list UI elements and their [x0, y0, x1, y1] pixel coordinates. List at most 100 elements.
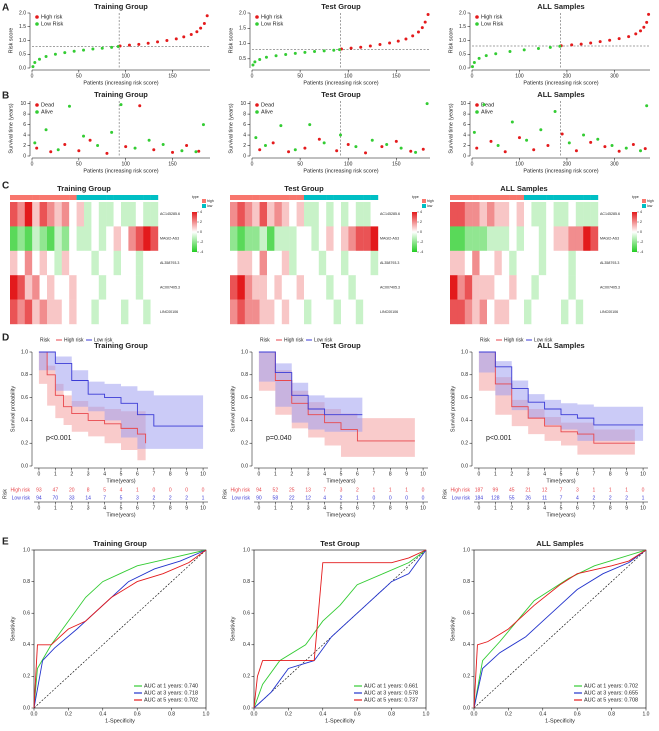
x-tick-label: 0.0: [31, 711, 38, 717]
survival-curve: [38, 351, 204, 427]
point: [470, 65, 474, 69]
point: [258, 57, 262, 61]
heat-cell: [464, 275, 473, 300]
point: [317, 137, 321, 141]
heat-cell: [289, 299, 297, 325]
y-tick-label: 0.0: [19, 65, 26, 71]
y-tick-label: 1.5: [19, 24, 26, 30]
y-tick-label: 4: [243, 132, 246, 138]
heat-cell: [590, 250, 599, 276]
heat-cell: [363, 202, 371, 227]
point: [287, 150, 291, 154]
roc-curve: [473, 549, 647, 709]
x-tick-label: 1.0: [203, 711, 210, 717]
heat-cell: [121, 202, 129, 227]
x-tick-label: 50: [76, 161, 82, 167]
heat-cell: [479, 226, 488, 251]
heat-cell: [363, 275, 371, 300]
y-axis-label: Survival time (years): [8, 103, 14, 153]
heat-cell: [244, 299, 253, 325]
point: [322, 49, 326, 53]
heat-cell: [69, 299, 77, 325]
legend-label: Alive: [41, 109, 53, 115]
heat-cell: [10, 299, 18, 325]
table-x-tick-label: 9: [625, 505, 628, 511]
type-cell: [289, 195, 297, 200]
table-x-tick-label: 3: [307, 505, 310, 511]
heat-cell: [296, 299, 305, 325]
type-cell: [91, 195, 99, 200]
heat-cell: [590, 226, 599, 251]
point: [404, 37, 408, 41]
legend-swatch: [422, 204, 426, 208]
heat-cell: [333, 299, 342, 325]
heat-cell: [370, 202, 379, 227]
type-cell: [113, 195, 122, 200]
heat-cell: [274, 202, 282, 227]
y-axis-label: Survival probability: [10, 386, 16, 432]
x-tick-label: 0.4: [99, 711, 106, 717]
x-tick-label: 0.0: [251, 711, 258, 717]
y-tick-label: 1.5: [459, 24, 466, 30]
heat-cell: [326, 275, 334, 300]
table-cell: 2: [169, 495, 172, 501]
heat-cell: [135, 250, 144, 276]
table-row-label: Low risk: [232, 495, 251, 501]
roc-curve: [33, 549, 207, 709]
heat-cell: [121, 275, 129, 300]
legend-swatch: [642, 199, 646, 203]
heat-cell: [450, 299, 458, 325]
point: [378, 42, 382, 46]
table-cell: 93: [36, 487, 42, 493]
legend-label: AUC at 1 years: 0.740: [144, 683, 198, 689]
heat-cell: [237, 250, 245, 276]
reference-diagonal: [33, 549, 207, 709]
heat-cell: [341, 275, 349, 300]
point: [603, 145, 607, 149]
heat-cell: [84, 226, 92, 251]
type-cell: [494, 195, 502, 200]
table-row-label: High risk: [11, 487, 31, 493]
legend-marker: [35, 15, 39, 19]
heat-cell: [568, 275, 576, 300]
heat-cell: [561, 250, 569, 276]
x-tick-label: 0: [31, 161, 34, 167]
type-cell: [47, 195, 55, 200]
annotation: p<0.001: [486, 435, 512, 442]
table-x-tick-label: 5: [340, 505, 343, 511]
heat-cell: [281, 202, 290, 227]
x-tick-label: 0: [251, 73, 254, 79]
x-tick-label: 10: [640, 471, 646, 477]
table-x-tick-label: 0: [38, 505, 41, 511]
heat-cell: [32, 299, 40, 325]
table-cell: 3: [136, 495, 139, 501]
y-tick-label: 6: [463, 122, 466, 128]
table-cell: 26: [525, 495, 531, 501]
y-axis-label: Survival time (years): [448, 103, 454, 153]
heat-cell: [494, 226, 502, 251]
legend-marker: [35, 103, 39, 107]
y-tick-label: 0.0: [461, 463, 468, 469]
x-tick-label: 150: [392, 161, 401, 167]
table-cell: 20: [69, 487, 75, 493]
heat-cell: [311, 275, 319, 300]
type-cell: [106, 195, 114, 200]
y-tick-label: 0.6: [23, 611, 30, 617]
chart-title: Training Group: [93, 539, 147, 548]
point: [116, 45, 120, 49]
heat-cell: [457, 202, 465, 227]
point: [472, 61, 476, 64]
point: [110, 45, 114, 49]
point: [194, 150, 198, 154]
table-cell: 184: [475, 495, 484, 501]
y-tick-label: 0.6: [463, 611, 470, 617]
heat-cell: [333, 275, 342, 300]
point: [63, 142, 67, 146]
heat-cell: [113, 275, 122, 300]
heat-cell: [128, 275, 136, 300]
type-cell: [450, 195, 458, 200]
point: [494, 52, 498, 56]
colorbar-label: -4: [200, 250, 203, 254]
point: [579, 42, 583, 46]
